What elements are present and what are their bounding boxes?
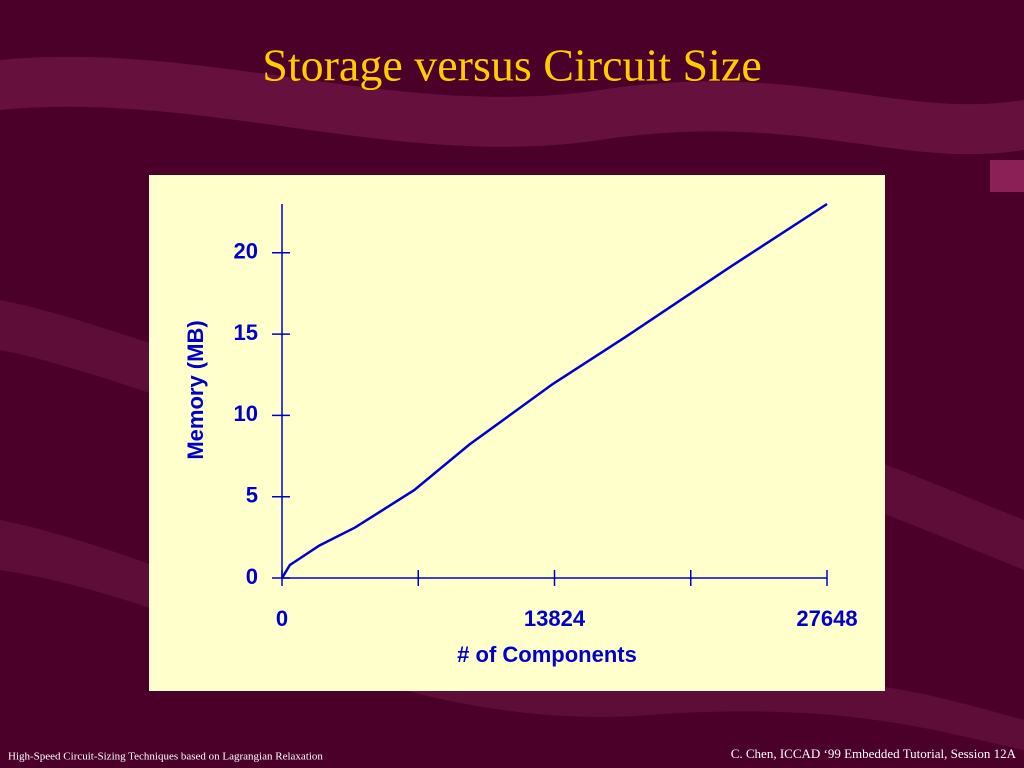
y-tick-label: 20: [234, 239, 258, 264]
slide-title: Storage versus Circuit Size: [262, 40, 762, 91]
footer-left: High-Speed Circuit-Sizing Techniques bas…: [8, 751, 323, 763]
plot: 0 5 10 15 20 0 13824 27648: [234, 202, 858, 631]
chart-panel: [149, 175, 885, 691]
y-tick-label: 10: [234, 401, 258, 426]
x-tick-label: 0: [276, 606, 288, 631]
y-tick-label: 5: [246, 483, 258, 508]
y-tick-label: 15: [234, 320, 258, 345]
x-tick-label: 13824: [524, 606, 586, 631]
y-axis-label: Memory (MB): [183, 320, 208, 459]
band: [0, 56, 1024, 155]
x-tick-label: 27648: [796, 606, 857, 631]
data-line: [280, 202, 828, 579]
decor: [990, 160, 1024, 192]
footer-right: C. Chen, ICCAD ‘99 Embedded Tutorial, Se…: [731, 746, 1017, 761]
x-axis-label: # of Components: [457, 642, 637, 667]
y-tick-label: 0: [246, 564, 258, 589]
band: [0, 520, 1024, 750]
